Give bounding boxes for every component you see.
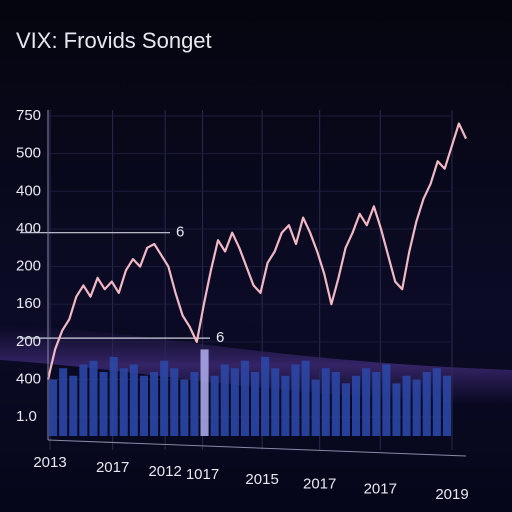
bar xyxy=(412,379,421,436)
bar xyxy=(352,375,361,436)
bar xyxy=(150,372,159,436)
bar xyxy=(200,349,209,436)
y-tick-label: 400 xyxy=(16,220,41,237)
bar xyxy=(261,356,270,436)
x-tick-label: 2019 xyxy=(435,486,468,503)
bar xyxy=(372,372,381,436)
bar xyxy=(291,364,300,436)
y-tick-label: 160 xyxy=(16,295,41,312)
x-tick-label: 2017 xyxy=(96,459,129,476)
bar xyxy=(220,364,229,436)
bar xyxy=(362,368,371,436)
bar xyxy=(331,372,340,436)
bar xyxy=(210,375,219,436)
annotation-label: 6 xyxy=(176,224,184,241)
y-tick-label: 200 xyxy=(16,258,41,275)
bar xyxy=(422,372,431,436)
y-tick-label: 1.0 xyxy=(16,408,37,425)
y-tick-label: 400 xyxy=(16,370,41,387)
bar xyxy=(89,360,98,436)
bar xyxy=(129,364,138,436)
chart-title: VIX: Frovids Songet xyxy=(16,28,212,53)
bar xyxy=(69,375,78,436)
bar xyxy=(139,375,148,436)
x-tick-label: 2013 xyxy=(33,454,66,471)
x-tick-label: 2017 xyxy=(364,480,397,497)
bar xyxy=(170,368,179,436)
bar xyxy=(281,375,290,436)
bar xyxy=(119,368,128,436)
annotation-label: 6 xyxy=(216,329,224,346)
y-tick-label: 750 xyxy=(16,107,41,124)
bar xyxy=(180,379,189,436)
bar xyxy=(240,360,249,436)
bar xyxy=(271,368,280,436)
x-tick-label: 2012 xyxy=(148,463,181,480)
bar xyxy=(382,364,391,436)
bar xyxy=(251,372,260,436)
bar xyxy=(321,368,330,436)
bar xyxy=(59,368,68,436)
bar xyxy=(230,368,239,436)
bar xyxy=(392,383,401,436)
y-tick-label: 400 xyxy=(16,182,41,199)
bar xyxy=(79,364,88,436)
bar xyxy=(190,372,199,436)
x-axis xyxy=(47,439,467,457)
bar xyxy=(99,372,108,436)
bar xyxy=(432,368,441,436)
bar xyxy=(442,375,451,436)
y-tick-label: 500 xyxy=(16,145,41,162)
line xyxy=(46,122,467,380)
x-tick-label: 2015 xyxy=(245,471,278,488)
y-tick-label: 200 xyxy=(16,333,41,350)
bar xyxy=(301,360,310,436)
bar xyxy=(160,360,169,436)
bar xyxy=(402,375,411,436)
bar xyxy=(341,383,350,436)
x-tick-label: 2017 xyxy=(303,476,336,493)
bar xyxy=(49,379,58,436)
bar xyxy=(311,379,320,436)
bar xyxy=(109,356,118,436)
x-tick-label: 1017 xyxy=(186,466,219,483)
